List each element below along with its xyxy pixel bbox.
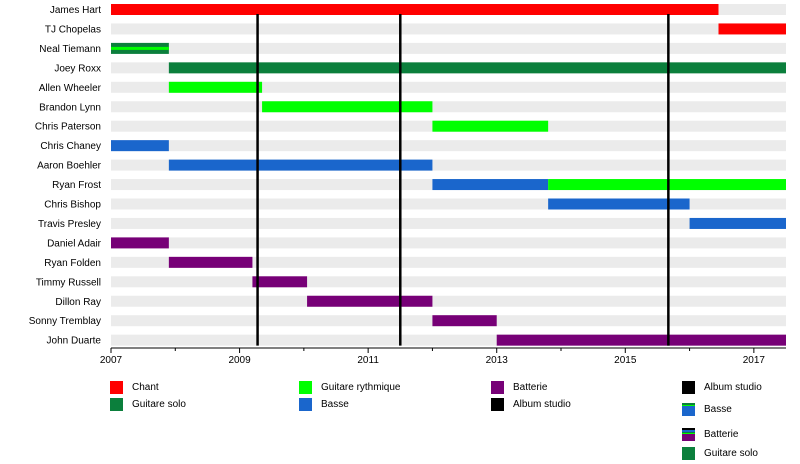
bar-joey-roxx-guitare-solo	[168, 62, 786, 74]
bar-chris-paterson-guitare-rythmique	[432, 120, 549, 132]
bar-ryan-folden-batterie	[168, 256, 253, 268]
legend-label: Guitare solo	[704, 448, 758, 459]
member-name-john-duarte: John Duarte	[47, 336, 102, 347]
legend-swatch-basse	[682, 403, 695, 416]
legend-item-basse-8: Basse	[682, 403, 732, 416]
row-background-brandon-lynn	[111, 101, 786, 113]
legend-label: Album studio	[513, 399, 571, 410]
member-name-daniel-adair: Daniel Adair	[47, 238, 102, 249]
row-background-chris-bishop	[111, 198, 786, 210]
member-name-travis-presley: Travis Presley	[38, 219, 101, 230]
legend-label: Album studio	[704, 382, 762, 393]
x-tick-label-2013: 2013	[486, 355, 509, 366]
legend-swatch-basse	[299, 398, 312, 411]
row-background-dillon-ray	[111, 295, 786, 307]
legend-label: Basse	[321, 399, 349, 410]
row-background-daniel-adair	[111, 237, 786, 249]
member-name-chris-bishop: Chris Bishop	[44, 200, 101, 211]
bar-john-duarte-batterie	[496, 334, 786, 346]
row-background-layer	[111, 4, 786, 346]
legend-swatch-batterie	[491, 381, 504, 394]
x-tick-label-2007: 2007	[100, 355, 123, 366]
legend-label: Basse	[704, 404, 732, 415]
legend-swatch-chant	[110, 381, 123, 394]
bar-timmy-russell-batterie	[252, 276, 308, 288]
bar-brandon-lynn-guitare-rythmique	[262, 101, 433, 113]
legend-swatch-guitare-rythmique	[299, 381, 312, 394]
bar-chris-bishop-basse	[548, 198, 690, 210]
legend-item-batterie-5: Batterie	[491, 381, 547, 394]
member-name-dillon-ray: Dillon Ray	[55, 297, 101, 308]
member-names-layer: James Hart TJ Chopelas Neal Tiemann Joey Ro…	[29, 5, 102, 347]
row-background-ryan-folden	[111, 256, 786, 268]
member-name-ryan-folden: Ryan Folden	[44, 258, 101, 269]
legend-item-guitare-solo-10: Guitare solo	[682, 447, 758, 460]
member-name-timmy-russell: Timmy Russell	[36, 277, 101, 288]
legend-swatch-guitare-solo	[682, 447, 695, 460]
bar-sonny-tremblay-batterie	[432, 315, 497, 327]
member-name-neal-tiemann: Neal Tiemann	[39, 44, 101, 55]
legend-item-album-studio-6: Album studio	[491, 398, 571, 411]
member-name-sonny-tremblay: Sonny Tremblay	[29, 316, 101, 327]
legend-label: Chant	[132, 382, 159, 393]
member-name-ryan-frost: Ryan Frost	[52, 180, 101, 191]
legend-item-chant-1: Chant	[110, 381, 159, 394]
x-tick-label-2015: 2015	[614, 355, 637, 366]
x-tick-label-2011: 2011	[357, 355, 379, 366]
bar-dillon-ray-batterie	[307, 295, 433, 307]
legend-swatch-album-studio	[682, 381, 695, 394]
legend-swatch-batterie	[682, 428, 695, 441]
bar-aaron-boehler-basse	[168, 159, 433, 171]
bar-tj-chopelas-chant	[718, 23, 786, 35]
legend-item-batterie-9: Batterie	[682, 428, 738, 441]
legend-item-guitare-rythmique-3: Guitare rythmique	[299, 381, 400, 394]
legend-label: Guitare rythmique	[321, 382, 401, 393]
bar-ryan-frost-basse	[432, 179, 549, 191]
row-background-timmy-russell	[111, 276, 786, 288]
row-background-tj-chopelas	[111, 23, 786, 35]
member-name-aaron-boehler: Aaron Boehler	[37, 161, 102, 172]
member-name-allen-wheeler: Allen Wheeler	[39, 83, 102, 94]
x-tick-label-2017: 2017	[743, 355, 766, 366]
row-background-aaron-boehler	[111, 159, 786, 171]
bar-travis-presley-basse	[689, 217, 786, 229]
legend-label: Batterie	[513, 382, 548, 393]
member-name-brandon-lynn: Brandon Lynn	[39, 102, 101, 113]
member-name-james-hart: James Hart	[50, 5, 101, 16]
bar-neal-tiemann-guitare-rythmique-stripe	[111, 46, 169, 50]
legend-swatch-guitare-solo	[110, 398, 123, 411]
bar-daniel-adair-batterie	[111, 237, 169, 249]
album-lines-layer	[256, 14, 670, 346]
bar-allen-wheeler-guitare-rythmique	[168, 81, 263, 93]
x-tick-label-2009: 2009	[228, 355, 251, 366]
legend-item-album-studio-7: Album studio	[682, 381, 762, 394]
row-background-neal-tiemann	[111, 42, 786, 54]
row-background-chris-chaney	[111, 140, 786, 152]
x-axis: 2007 2009 2011 2013 2015 2017	[100, 347, 786, 366]
member-name-tj-chopelas: TJ Chopelas	[45, 24, 101, 35]
bar-james-hart-chant	[111, 4, 719, 15]
member-name-joey-roxx: Joey Roxx	[54, 63, 101, 74]
member-bars-layer	[111, 4, 786, 346]
member-name-chris-paterson: Chris Paterson	[35, 122, 101, 133]
legend-swatch-album-studio	[491, 398, 504, 411]
member-name-chris-chaney: Chris Chaney	[40, 141, 101, 152]
row-background-travis-presley	[111, 217, 786, 229]
row-background-allen-wheeler	[111, 81, 786, 93]
bar-chris-chaney-basse	[111, 140, 169, 152]
legend-item-guitare-solo-2: Guitare solo	[110, 398, 186, 411]
legend-item-basse-4: Basse	[299, 398, 349, 411]
legend-label: Guitare solo	[132, 399, 186, 410]
bar-ryan-frost-guitare-rythmique	[548, 179, 786, 191]
legend-label: Batterie	[704, 429, 739, 440]
row-background-john-duarte	[111, 334, 786, 346]
